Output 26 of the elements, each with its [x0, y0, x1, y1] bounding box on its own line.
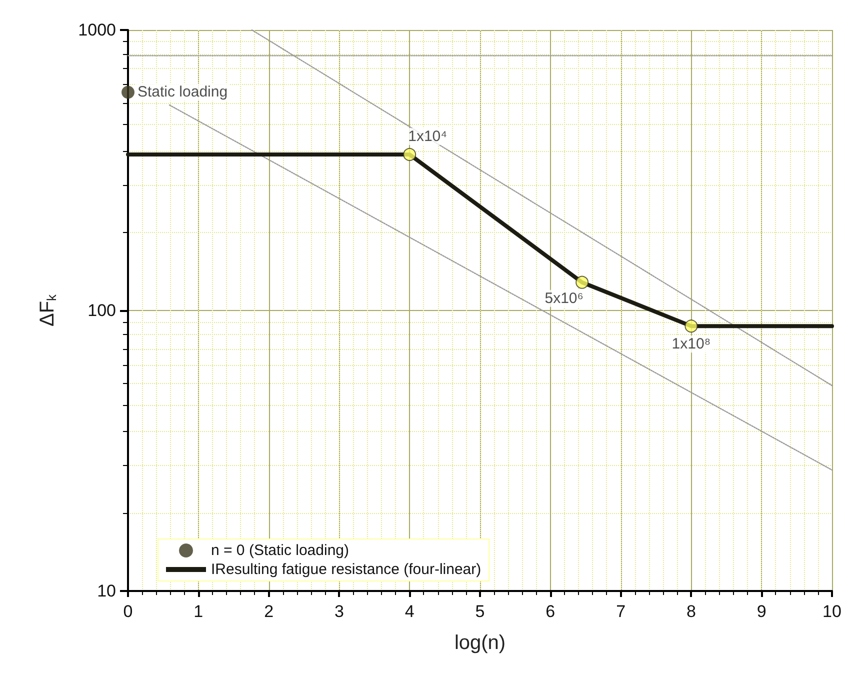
point: [684, 320, 698, 333]
x-tick-label: 10: [822, 602, 842, 621]
y-tick-label: 100: [88, 301, 116, 320]
x-tick-label: 4: [404, 602, 414, 621]
legend-label: n = 0 (Static loading): [211, 542, 349, 559]
x-tick-label: 3: [334, 602, 344, 621]
annotation: 1x10⁸: [672, 336, 711, 353]
x-tick-label: 9: [756, 602, 766, 621]
x-tick-label: 6: [546, 602, 556, 621]
x-tick-label: 2: [264, 602, 274, 621]
point: [403, 148, 416, 161]
x-axis-title: log(n): [454, 632, 506, 654]
x-tick-label: 7: [616, 602, 626, 621]
x-tick-label: 8: [686, 602, 696, 621]
annotation: 1x10⁴: [408, 128, 448, 145]
point: [576, 276, 589, 289]
x-tick-label: 0: [123, 602, 133, 621]
y-axis-title: ΔFk: [36, 294, 59, 327]
x-tick-label: 1: [194, 602, 204, 621]
point: [122, 86, 134, 99]
x-tick-label: 5: [475, 602, 485, 621]
legend-label: IResulting fatigue resistance (four-linear): [211, 561, 482, 578]
y-tick-label: 10: [97, 582, 116, 600]
annotation: Static loading: [138, 84, 228, 101]
y-tick-label: 1000: [78, 20, 116, 40]
annotation: 5x10⁶: [544, 290, 584, 307]
